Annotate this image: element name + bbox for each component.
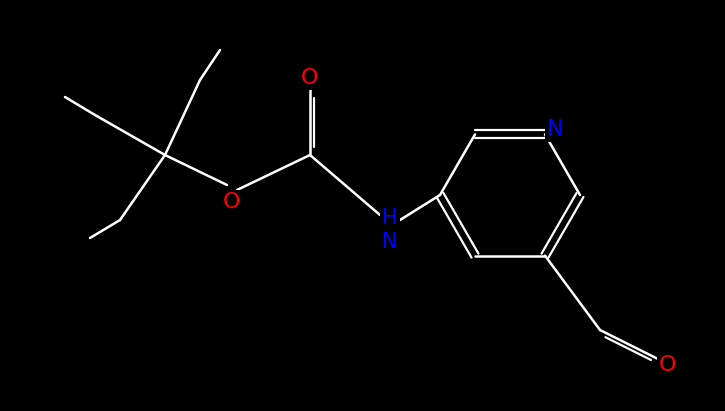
Text: O: O — [223, 192, 241, 212]
Text: O: O — [659, 355, 676, 375]
Text: H
N: H N — [382, 208, 398, 252]
Text: N: N — [547, 119, 563, 139]
Text: O: O — [302, 68, 319, 88]
